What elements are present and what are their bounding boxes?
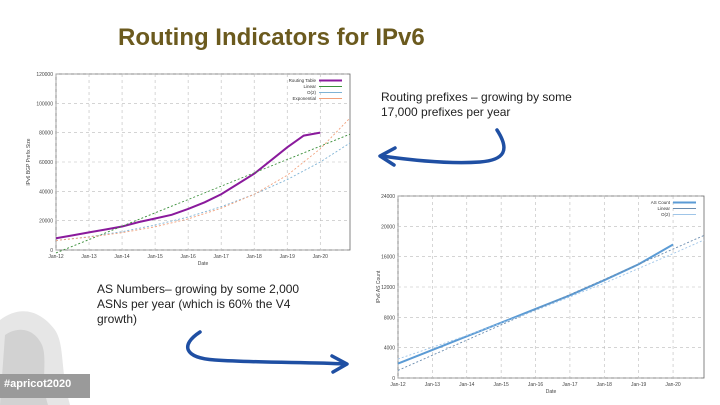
arrowhead-left-icon bbox=[378, 146, 397, 167]
y-tick-label: 12000 bbox=[381, 285, 395, 291]
y-tick-label: 8000 bbox=[384, 315, 395, 321]
x-tick-label: Jan-13 bbox=[81, 254, 97, 260]
apricot-logo-watermark bbox=[0, 290, 90, 405]
x-tick-label: Jan-13 bbox=[425, 382, 441, 388]
y-tick-label: 0 bbox=[50, 248, 53, 254]
y-tick-label: 60000 bbox=[39, 160, 53, 166]
x-tick-label: Jan-16 bbox=[180, 254, 196, 260]
x-tick-label: Jan-12 bbox=[390, 382, 406, 388]
x-tick-label: Jan-19 bbox=[631, 382, 647, 388]
series-line-o-2- bbox=[397, 239, 705, 360]
series-line-o-2- bbox=[55, 142, 351, 241]
caption-line: AS Numbers– growing by some 2,000 bbox=[97, 282, 300, 296]
x-tick-label: Jan-18 bbox=[247, 254, 263, 260]
x-tick-label: Jan-15 bbox=[147, 254, 163, 260]
x-tick-label: Jan-16 bbox=[528, 382, 544, 388]
caption-routing-prefixes: Routing prefixes – growing by some 17,00… bbox=[381, 90, 611, 120]
caption-line: 17,000 prefixes per year bbox=[381, 105, 511, 119]
y-tick-label: 80000 bbox=[39, 131, 53, 137]
caption-as-numbers: AS Numbers– growing by some 2,000 ASNs p… bbox=[97, 282, 347, 327]
legend-label: Linear bbox=[303, 84, 316, 89]
y-tick-label: 4000 bbox=[384, 346, 395, 352]
y-tick-label: 24000 bbox=[381, 194, 395, 200]
series-line-as-count bbox=[397, 243, 674, 365]
as-count-chart: 0 4000 8000 12000 16000 20000 24000 Jan-12 Jan-1… bbox=[376, 194, 705, 395]
x-tick-label: Jan-15 bbox=[493, 382, 509, 388]
arrowhead-right-icon bbox=[330, 354, 349, 374]
x-tick-label: Jan-20 bbox=[665, 382, 681, 388]
legend-label: Exponential bbox=[292, 96, 316, 101]
x-tick-label: Jan-12 bbox=[48, 254, 64, 260]
routing-prefix-chart: 0 20000 40000 60000 80000 100000 120000 Jan-12 J… bbox=[26, 72, 351, 267]
caption-line: ASNs per year (which is 60% the V4 bbox=[97, 297, 291, 311]
y-tick-label: 16000 bbox=[381, 255, 395, 261]
series-line-linear bbox=[55, 133, 351, 254]
y-axis-label: IPv6 AS Count bbox=[376, 270, 382, 303]
slide-title: Routing Indicators for IPv6 bbox=[118, 24, 425, 51]
y-tick-label: 0 bbox=[392, 376, 395, 382]
x-tick-label: Jan-17 bbox=[214, 254, 230, 260]
legend-label: O(2) bbox=[661, 212, 671, 217]
x-tick-label: Jan-14 bbox=[459, 382, 475, 388]
curved-arrow-left-icon bbox=[380, 128, 506, 165]
legend-label: Linear bbox=[657, 206, 670, 211]
caption-line: growth) bbox=[97, 312, 138, 326]
x-tick-label: Jan-17 bbox=[562, 382, 578, 388]
legend-label: O(2) bbox=[307, 90, 317, 95]
event-hashtag: #apricot2020 bbox=[4, 378, 72, 390]
curved-arrow-right-icon bbox=[186, 330, 347, 366]
y-tick-label: 40000 bbox=[39, 189, 53, 195]
series-line-exponential bbox=[55, 117, 351, 241]
y-tick-label: 20000 bbox=[39, 219, 53, 225]
x-axis-label: Date bbox=[198, 261, 209, 267]
y-tick-label: 20000 bbox=[381, 224, 395, 230]
x-axis-label: Date bbox=[546, 389, 557, 395]
y-tick-label: 100000 bbox=[36, 101, 53, 107]
caption-line: Routing prefixes – growing by some bbox=[381, 90, 572, 104]
series-line-routing-table bbox=[55, 131, 321, 240]
y-tick-label: 120000 bbox=[36, 72, 53, 78]
y-axis-label: IPv6 BGP Prefix Size bbox=[26, 138, 32, 185]
legend-label: AS Count bbox=[651, 200, 671, 205]
x-tick-label: Jan-18 bbox=[597, 382, 613, 388]
x-tick-label: Jan-14 bbox=[114, 254, 130, 260]
legend-label: Routing Table bbox=[289, 78, 317, 83]
x-tick-label: Jan-19 bbox=[280, 254, 296, 260]
x-tick-label: Jan-20 bbox=[313, 254, 329, 260]
